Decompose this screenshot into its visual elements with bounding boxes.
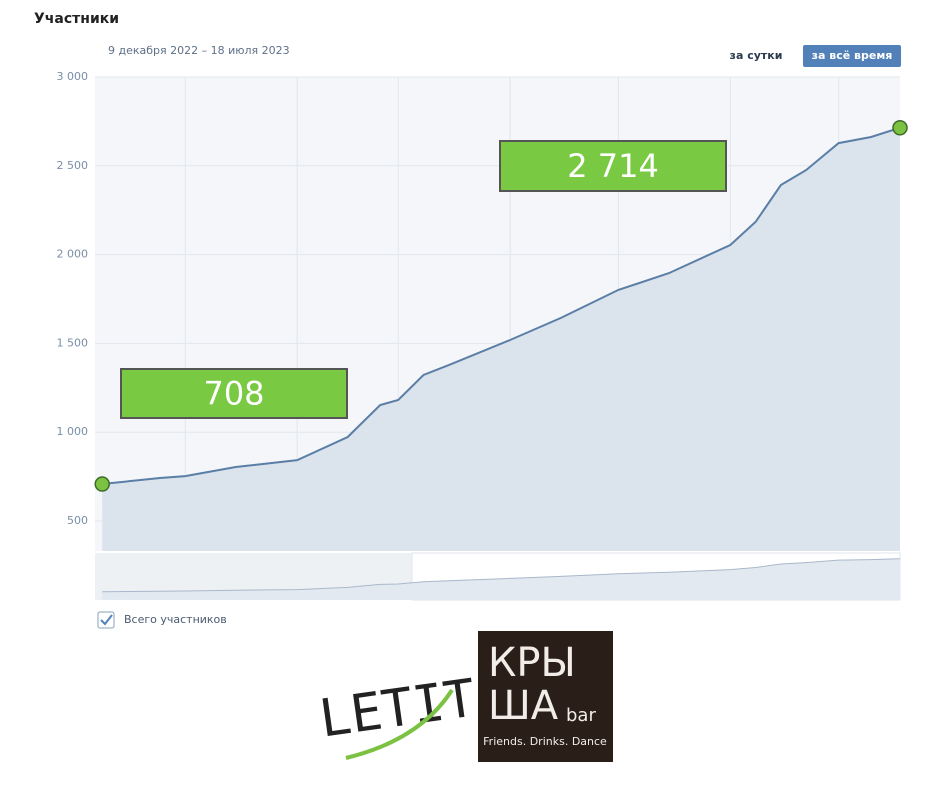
letit-swoosh	[345, 688, 454, 760]
navigator-line	[102, 558, 901, 593]
y-tick-label: 1 500	[57, 336, 89, 349]
bar-logo-tagline: Friends. Drinks. Dance	[483, 735, 607, 748]
date-range: 9 декабря 2022 – 18 июля 2023	[108, 44, 290, 57]
all-time-button-bg[interactable]	[803, 45, 901, 67]
day-button[interactable]: за сутки	[730, 49, 783, 62]
y-tick-label: 500	[67, 514, 88, 527]
all-time-button[interactable]: за всё время	[812, 49, 893, 62]
y-tick-label: 2 000	[57, 248, 89, 261]
annotation: 708	[203, 375, 264, 413]
line	[102, 126, 901, 485]
page-title: Участники	[34, 11, 119, 27]
legend-label[interactable]: Всего участников	[124, 613, 227, 626]
y-tick-label: 2 500	[57, 159, 89, 172]
bar-logo-line2: ША	[488, 683, 559, 729]
annotation-box	[120, 368, 348, 419]
end-point	[892, 120, 908, 136]
legend-check	[100, 614, 113, 626]
end-point	[94, 476, 110, 492]
y-tick-label: 1 000	[57, 425, 89, 438]
bar-logo-line1: КРЫ	[488, 640, 576, 686]
y-tick-label: 3 000	[57, 70, 89, 83]
area	[102, 127, 900, 552]
letit-logo: LETIT	[316, 668, 479, 760]
annotation-box	[499, 140, 727, 192]
legend-checkbox[interactable]	[97, 611, 115, 629]
bar-logo-word: bar	[566, 705, 596, 726]
bar-logo-bg	[478, 631, 613, 762]
annotation: 2 714	[567, 147, 659, 185]
